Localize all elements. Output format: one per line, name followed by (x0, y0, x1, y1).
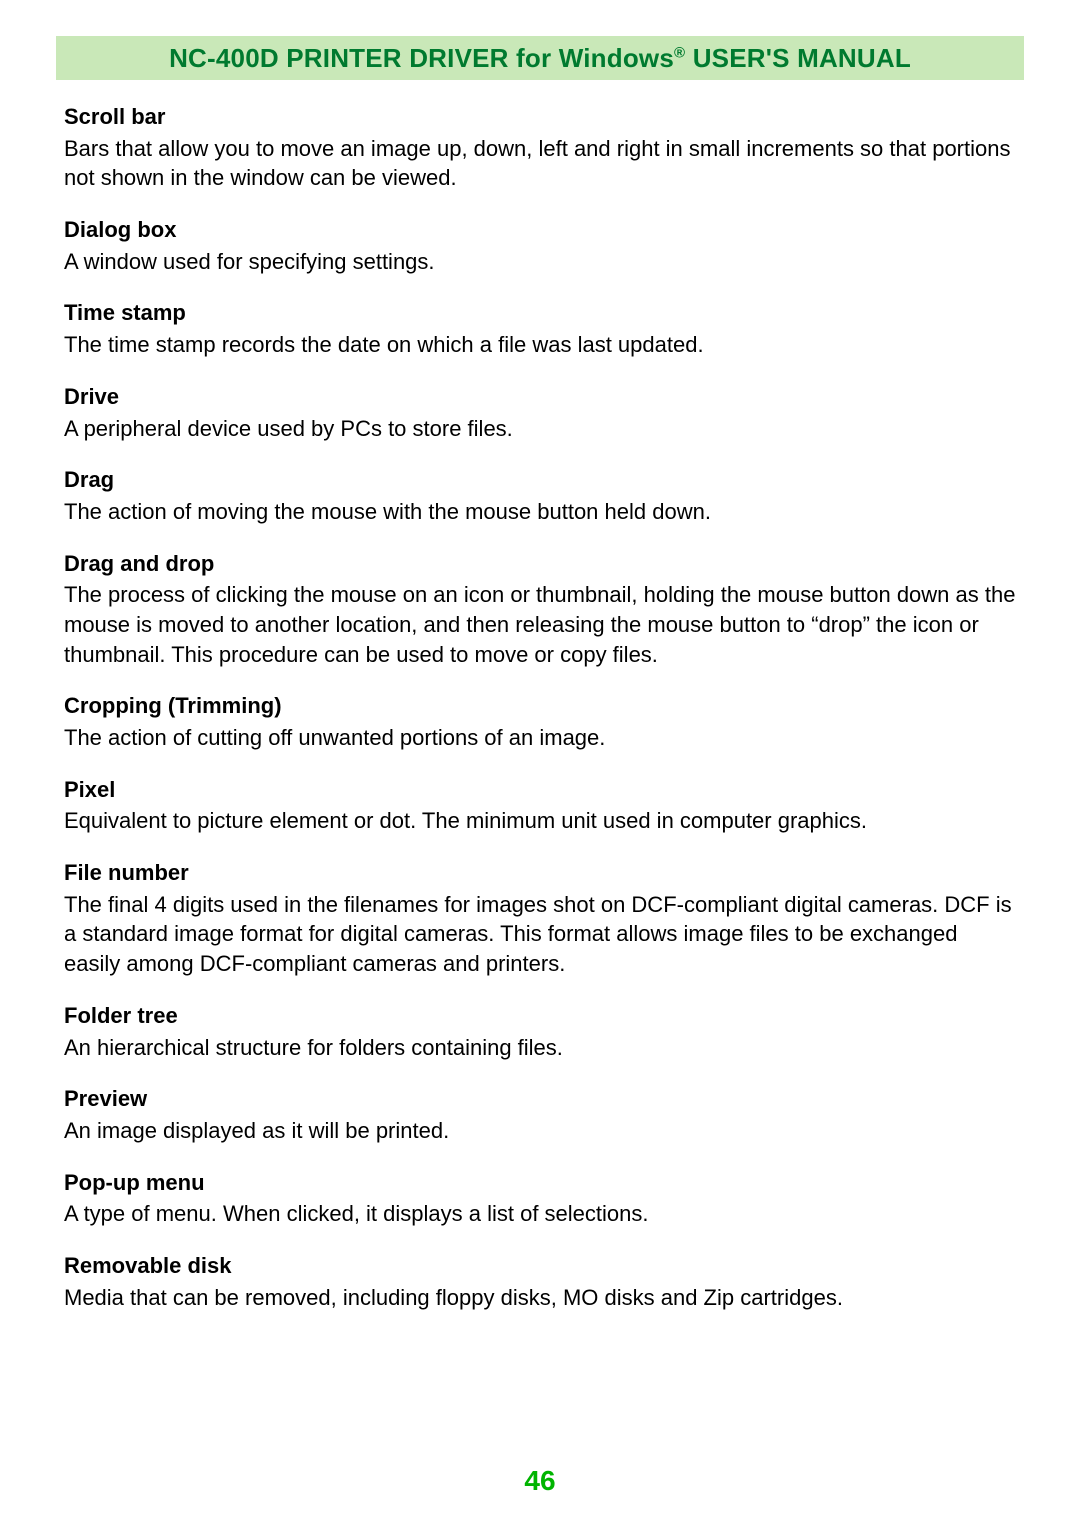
glossary-term: Cropping (Trimming) (64, 691, 1016, 721)
glossary-entry: Preview An image displayed as it will be… (64, 1084, 1016, 1145)
glossary-definition: Media that can be removed, including flo… (64, 1283, 1016, 1313)
glossary-term: File number (64, 858, 1016, 888)
glossary-entry: Scroll bar Bars that allow you to move a… (64, 102, 1016, 193)
glossary-entry: Pixel Equivalent to picture element or d… (64, 775, 1016, 836)
glossary-entry: Dialog box A window used for specifying … (64, 215, 1016, 276)
glossary-entry: Pop-up menu A type of menu. When clicked… (64, 1168, 1016, 1229)
glossary-definition: The process of clicking the mouse on an … (64, 580, 1016, 669)
glossary-entry: Drag The action of moving the mouse with… (64, 465, 1016, 526)
glossary-definition: The action of moving the mouse with the … (64, 497, 1016, 527)
glossary-term: Folder tree (64, 1001, 1016, 1031)
glossary-entry: Drive A peripheral device used by PCs to… (64, 382, 1016, 443)
glossary-entry: Drag and drop The process of clicking th… (64, 549, 1016, 670)
glossary-term: Drag and drop (64, 549, 1016, 579)
manual-page: NC-400D PRINTER DRIVER for Windows® USER… (0, 0, 1080, 1533)
glossary-term: Scroll bar (64, 102, 1016, 132)
glossary-entry: File number The final 4 digits used in t… (64, 858, 1016, 979)
glossary-definition: The final 4 digits used in the filenames… (64, 890, 1016, 979)
glossary-term: Drag (64, 465, 1016, 495)
glossary-definition: Equivalent to picture element or dot. Th… (64, 806, 1016, 836)
page-header: NC-400D PRINTER DRIVER for Windows® USER… (56, 36, 1024, 80)
glossary-definition: The action of cutting off unwanted porti… (64, 723, 1016, 753)
glossary-term: Removable disk (64, 1251, 1016, 1281)
glossary-term: Time stamp (64, 298, 1016, 328)
glossary-definition: The time stamp records the date on which… (64, 330, 1016, 360)
page-number: 46 (0, 1465, 1080, 1497)
glossary-definition: A type of menu. When clicked, it display… (64, 1199, 1016, 1229)
glossary-content: Scroll bar Bars that allow you to move a… (56, 80, 1024, 1312)
glossary-definition: Bars that allow you to move an image up,… (64, 134, 1016, 193)
glossary-definition: An image displayed as it will be printed… (64, 1116, 1016, 1146)
glossary-term: Drive (64, 382, 1016, 412)
glossary-definition: A peripheral device used by PCs to store… (64, 414, 1016, 444)
glossary-term: Preview (64, 1084, 1016, 1114)
glossary-entry: Removable disk Media that can be removed… (64, 1251, 1016, 1312)
glossary-entry: Folder tree An hierarchical structure fo… (64, 1001, 1016, 1062)
glossary-entry: Cropping (Trimming) The action of cuttin… (64, 691, 1016, 752)
glossary-term: Pop-up menu (64, 1168, 1016, 1198)
glossary-term: Dialog box (64, 215, 1016, 245)
glossary-entry: Time stamp The time stamp records the da… (64, 298, 1016, 359)
glossary-term: Pixel (64, 775, 1016, 805)
glossary-definition: A window used for specifying settings. (64, 247, 1016, 277)
glossary-definition: An hierarchical structure for folders co… (64, 1033, 1016, 1063)
page-header-title: NC-400D PRINTER DRIVER for Windows® USER… (169, 43, 911, 74)
